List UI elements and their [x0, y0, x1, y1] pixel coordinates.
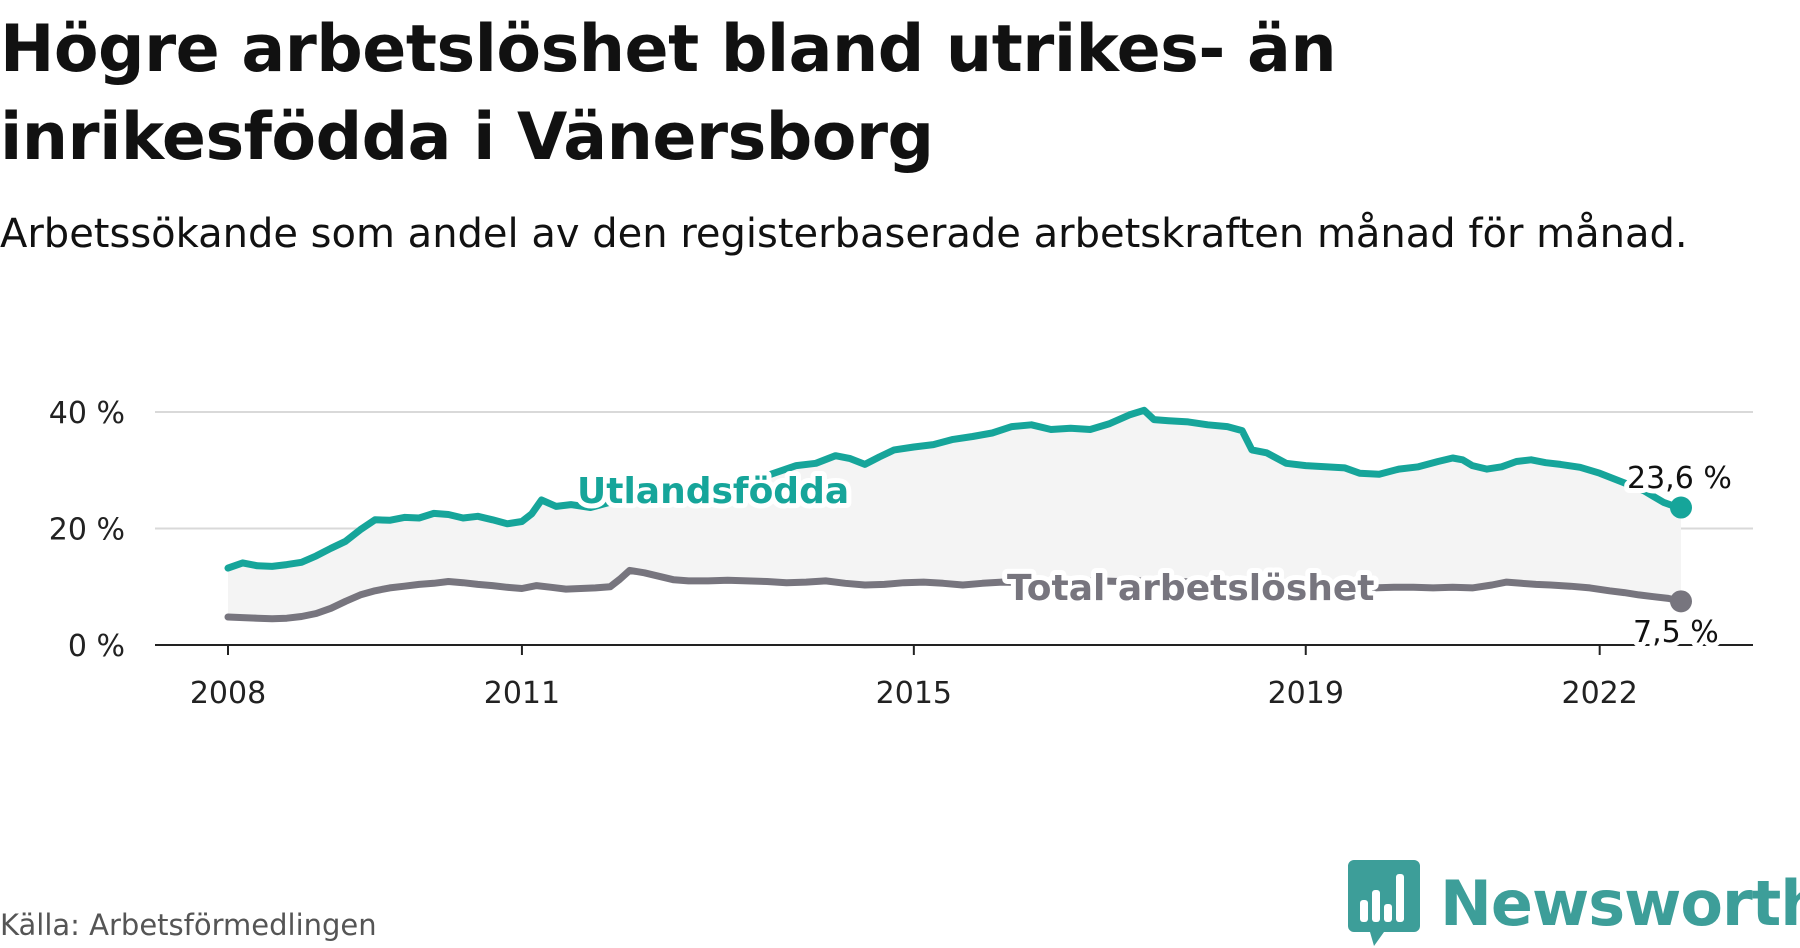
- gap-band: [228, 410, 1681, 619]
- foreign-end-value-label: 23,6 %: [1627, 461, 1732, 496]
- foreign-series-label: Utlandsfödda: [577, 471, 849, 512]
- newsworthy-logo: Newsworthy: [1348, 860, 1800, 946]
- total-series-line-end-point: [1670, 590, 1692, 613]
- x-tick-label-2015: 2015: [876, 676, 952, 711]
- newsworthy-logo-icon: [1348, 860, 1420, 946]
- foreign-series-line-end-point: [1670, 496, 1692, 519]
- chart-title: Högre arbetslöshet bland utrikes- än inr…: [0, 12, 1337, 175]
- total-series-line: [224, 566, 1685, 623]
- x-tick-label-2008: 2008: [190, 676, 266, 711]
- y-tick-label-20: 20 %: [49, 513, 125, 548]
- x-tick-label-2022: 2022: [1561, 676, 1637, 711]
- chart-subtitle: Arbetssökande som andel av den registerb…: [0, 211, 1688, 257]
- x-tick-label-2019: 2019: [1268, 676, 1344, 711]
- newsworthy-brand-name: Newsworthy: [1440, 866, 1800, 940]
- total-end-value-label: 7,5 %: [1633, 615, 1719, 650]
- x-tick-label-2011: 2011: [484, 676, 560, 711]
- total-series-label: Total arbetslöshet: [1007, 568, 1375, 609]
- y-tick-label-40: 40 %: [49, 396, 125, 431]
- source-note: Källa: Arbetsförmedlingen: [0, 908, 377, 942]
- foreign-series-line: [224, 406, 1685, 572]
- y-tick-label-0: 0 %: [68, 629, 125, 664]
